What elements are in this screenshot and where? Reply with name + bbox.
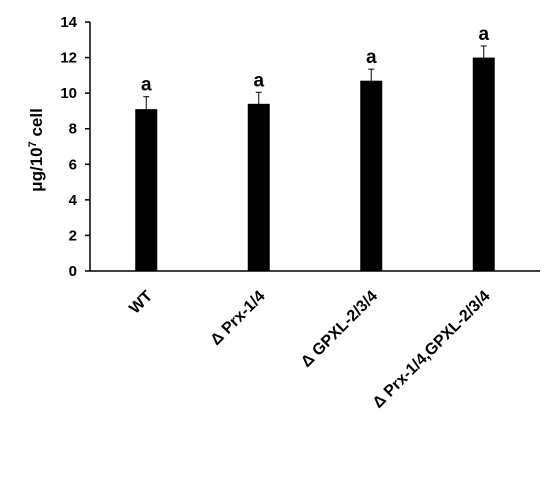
y-axis-title-main: μg/10 [27,147,46,191]
category-label: Δ Prx-1/4 [208,288,269,349]
y-tick-label: 0 [69,263,77,280]
bar [135,109,158,272]
category-label: Δ GPXL-2/3/4 [298,288,381,371]
bar [360,80,383,271]
y-tick-label: 4 [69,192,78,209]
significance-label: a [253,70,264,91]
category-labels-group: WT Δ Prx-1/4 Δ GPXL-2/3/4Δ Prx-1/4,GPXL-2/… [126,288,493,412]
bar [247,103,270,271]
significance-label: a [141,75,152,96]
y-axis-title: μg/107 cell [27,108,46,192]
y-tick-label: 14 [60,14,77,31]
y-tick-label: 8 [69,121,77,138]
y-tick-label: 6 [69,156,77,173]
y-axis-title-tail: cell [27,108,46,141]
significance-labels-group: a a a a [141,24,490,96]
bar [472,57,495,272]
bars-group [135,57,495,272]
y-tick-label: 2 [69,227,77,244]
error-bars-group [143,45,487,123]
significance-label: a [478,24,489,45]
y-tick-label: 10 [60,85,77,102]
y-axis-title-superscript: 7 [27,141,39,147]
y-tick-label: 12 [60,50,77,67]
y-axis: 0 2 4 6 8 10 12 14 [60,14,91,280]
category-label: Δ Prx-1/4,GPXL-2/3/4 [370,288,494,412]
significance-label: a [366,47,377,68]
category-label: WT [126,288,156,318]
